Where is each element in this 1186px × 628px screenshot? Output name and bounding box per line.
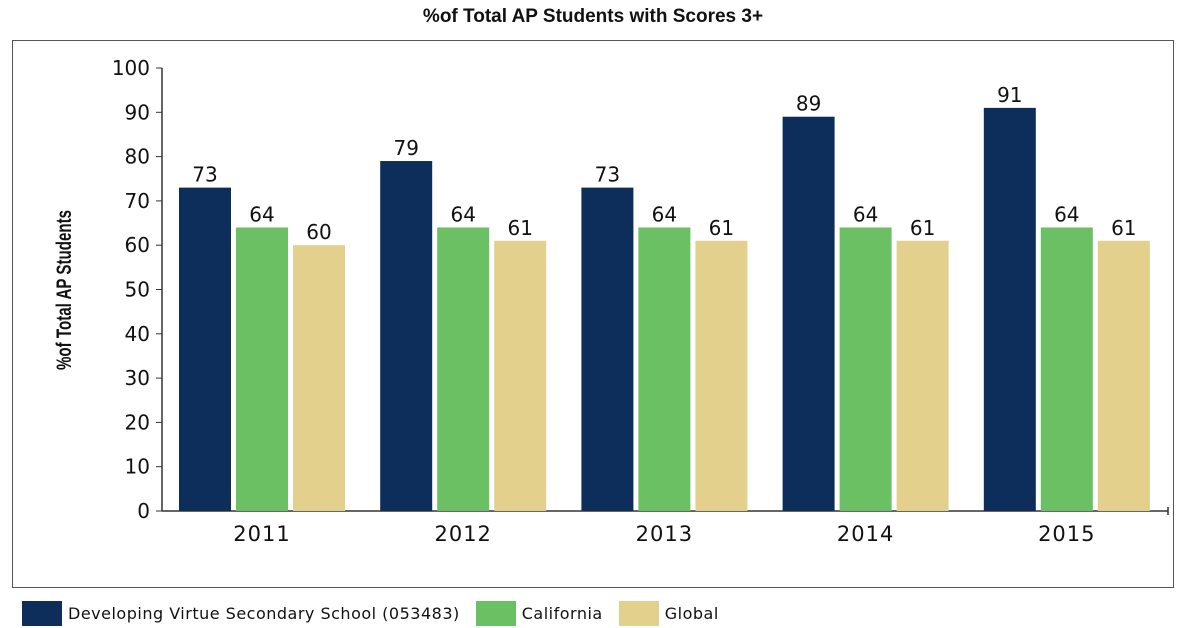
legend: Developing Virtue Secondary School (0534… bbox=[22, 600, 735, 626]
y-tick-label: 60 bbox=[125, 233, 150, 257]
legend-swatch-school bbox=[22, 600, 62, 626]
data-label: 79 bbox=[393, 136, 418, 160]
data-label: 61 bbox=[1111, 216, 1136, 240]
data-label: 61 bbox=[910, 216, 935, 240]
x-tick-label: 2013 bbox=[636, 522, 693, 546]
x-tick-label: 2011 bbox=[233, 522, 290, 546]
legend-swatch-california bbox=[475, 600, 516, 626]
data-label: 91 bbox=[997, 83, 1022, 107]
y-tick-label: 80 bbox=[125, 145, 150, 169]
x-tick-label: 2012 bbox=[434, 522, 491, 546]
legend-label-california: California bbox=[521, 603, 603, 623]
data-label: 64 bbox=[652, 202, 677, 226]
data-label: 61 bbox=[709, 216, 734, 240]
legend-label-global: Global bbox=[664, 603, 719, 623]
legend-item-school: Developing Virtue Secondary School (0534… bbox=[22, 600, 460, 626]
bar-2015-series-2 bbox=[1097, 240, 1150, 511]
data-label: 64 bbox=[1054, 202, 1079, 226]
bar-2011-series-2 bbox=[293, 245, 345, 511]
y-tick-label: 10 bbox=[125, 455, 150, 479]
data-label: 73 bbox=[192, 163, 217, 187]
bar-chart: 0 10 20 30 40 50 60 70 80 90 100 %of Total AP Stude… bbox=[51, 56, 1169, 546]
legend-item-global: Global bbox=[618, 600, 719, 626]
data-label: 64 bbox=[249, 202, 274, 226]
bar-2013-series-0 bbox=[581, 187, 634, 512]
legend-item-california: California bbox=[475, 600, 603, 626]
data-label: 60 bbox=[306, 220, 331, 244]
y-tick-label: 100 bbox=[112, 56, 150, 80]
bar-2014-series-1 bbox=[839, 227, 892, 512]
bar-2011-series-1 bbox=[236, 227, 288, 512]
y-tick-label: 40 bbox=[125, 322, 150, 346]
bar-2013-series-2 bbox=[695, 240, 748, 511]
y-tick-label: 90 bbox=[125, 100, 150, 124]
x-tick-label: 2015 bbox=[1038, 522, 1095, 546]
chart-frame bbox=[12, 40, 1174, 588]
chart-title: %of Total AP Students with Scores 3+ bbox=[422, 6, 764, 27]
bar-2012-series-1 bbox=[437, 227, 490, 512]
y-tick-label: 50 bbox=[125, 278, 150, 302]
y-tick-label: 30 bbox=[125, 366, 150, 390]
data-label: 64 bbox=[450, 202, 475, 226]
data-label: 61 bbox=[507, 216, 532, 240]
bar-2015-series-0 bbox=[983, 107, 1036, 512]
y-tick-label: 20 bbox=[125, 410, 150, 434]
bar-2014-series-0 bbox=[782, 116, 835, 511]
bar-2012-series-2 bbox=[494, 240, 547, 511]
y-tick-label: 70 bbox=[125, 189, 150, 213]
x-tick-label: 2014 bbox=[837, 522, 894, 546]
bar-2013-series-1 bbox=[638, 227, 691, 512]
data-label: 89 bbox=[796, 92, 821, 116]
bar-2012-series-0 bbox=[380, 161, 433, 511]
y-tick-label: 0 bbox=[137, 499, 150, 523]
bar-2014-series-2 bbox=[896, 240, 949, 511]
bar-2015-series-1 bbox=[1040, 227, 1093, 512]
y-axis-title: %of Total AP Students bbox=[51, 210, 75, 370]
legend-swatch-global bbox=[618, 600, 659, 626]
legend-label-school: Developing Virtue Secondary School (0534… bbox=[68, 603, 460, 623]
bar-2011-series-0 bbox=[179, 187, 231, 512]
data-label: 64 bbox=[853, 202, 878, 226]
data-label: 73 bbox=[595, 163, 620, 187]
